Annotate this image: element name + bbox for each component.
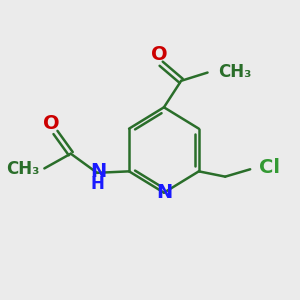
- Text: H: H: [91, 175, 105, 193]
- Text: O: O: [43, 114, 60, 133]
- Text: Cl: Cl: [259, 158, 280, 177]
- Text: CH₃: CH₃: [6, 160, 39, 178]
- Text: N: N: [156, 183, 172, 202]
- Text: CH₃: CH₃: [218, 63, 251, 81]
- Text: O: O: [152, 45, 168, 64]
- Text: N: N: [90, 162, 106, 181]
